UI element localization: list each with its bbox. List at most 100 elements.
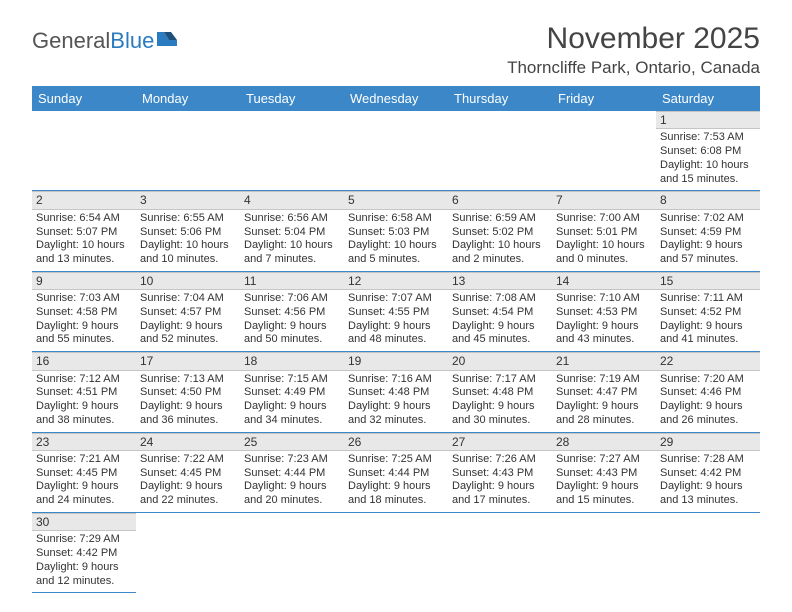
sunset-line: Sunset: 4:48 PM	[348, 386, 444, 400]
day-details: Sunrise: 7:28 AMSunset: 4:42 PMDaylight:…	[656, 451, 760, 512]
sunset-line: Sunset: 4:58 PM	[36, 306, 132, 320]
sunset-line: Sunset: 4:42 PM	[660, 467, 756, 481]
sunset-line: Sunset: 4:51 PM	[36, 386, 132, 400]
sunrise-line: Sunrise: 7:26 AM	[452, 453, 548, 467]
calendar-day: 10Sunrise: 7:04 AMSunset: 4:57 PMDayligh…	[136, 271, 240, 351]
day-details: Sunrise: 7:02 AMSunset: 4:59 PMDaylight:…	[656, 210, 760, 271]
calendar-table: SundayMondayTuesdayWednesdayThursdayFrid…	[32, 86, 760, 593]
day-details: Sunrise: 7:04 AMSunset: 4:57 PMDaylight:…	[136, 290, 240, 351]
calendar-day: 14Sunrise: 7:10 AMSunset: 4:53 PMDayligh…	[552, 271, 656, 351]
day-number: 8	[656, 191, 760, 209]
sunset-line: Sunset: 4:42 PM	[36, 547, 132, 561]
weekday-header: Thursday	[448, 86, 552, 111]
calendar-day: 18Sunrise: 7:15 AMSunset: 4:49 PMDayligh…	[240, 352, 344, 432]
daylight-line: Daylight: 9 hours and 32 minutes.	[348, 400, 444, 428]
calendar-empty	[344, 512, 448, 592]
calendar-day: 25Sunrise: 7:23 AMSunset: 4:44 PMDayligh…	[240, 432, 344, 512]
weekday-header: Tuesday	[240, 86, 344, 111]
day-number: 1	[656, 111, 760, 129]
sunset-line: Sunset: 6:08 PM	[660, 145, 756, 159]
day-details: Sunrise: 7:11 AMSunset: 4:52 PMDaylight:…	[656, 290, 760, 351]
day-number: 21	[552, 352, 656, 370]
day-number: 4	[240, 191, 344, 209]
daylight-line: Daylight: 9 hours and 22 minutes.	[140, 480, 236, 508]
sunrise-line: Sunrise: 7:08 AM	[452, 292, 548, 306]
sunset-line: Sunset: 5:07 PM	[36, 226, 132, 240]
day-details: Sunrise: 7:20 AMSunset: 4:46 PMDaylight:…	[656, 371, 760, 432]
sunset-line: Sunset: 4:50 PM	[140, 386, 236, 400]
calendar-row: 16Sunrise: 7:12 AMSunset: 4:51 PMDayligh…	[32, 352, 760, 432]
day-details: Sunrise: 7:03 AMSunset: 4:58 PMDaylight:…	[32, 290, 136, 351]
title-block: November 2025 Thorncliffe Park, Ontario,…	[507, 22, 760, 78]
calendar-day: 9Sunrise: 7:03 AMSunset: 4:58 PMDaylight…	[32, 271, 136, 351]
sunrise-line: Sunrise: 7:10 AM	[556, 292, 652, 306]
calendar-day: 12Sunrise: 7:07 AMSunset: 4:55 PMDayligh…	[344, 271, 448, 351]
daylight-line: Daylight: 9 hours and 55 minutes.	[36, 320, 132, 348]
day-details: Sunrise: 7:10 AMSunset: 4:53 PMDaylight:…	[552, 290, 656, 351]
day-number: 30	[32, 513, 136, 531]
logo: GeneralBlue	[32, 22, 179, 54]
day-details: Sunrise: 7:23 AMSunset: 4:44 PMDaylight:…	[240, 451, 344, 512]
logo-text-general: General	[32, 28, 110, 54]
logo-text-blue: Blue	[110, 28, 154, 54]
month-title: November 2025	[507, 22, 760, 56]
day-details: Sunrise: 7:16 AMSunset: 4:48 PMDaylight:…	[344, 371, 448, 432]
calendar-day: 23Sunrise: 7:21 AMSunset: 4:45 PMDayligh…	[32, 432, 136, 512]
calendar-day: 3Sunrise: 6:55 AMSunset: 5:06 PMDaylight…	[136, 191, 240, 271]
sunrise-line: Sunrise: 7:22 AM	[140, 453, 236, 467]
daylight-line: Daylight: 9 hours and 13 minutes.	[660, 480, 756, 508]
sunset-line: Sunset: 4:52 PM	[660, 306, 756, 320]
sunrise-line: Sunrise: 6:54 AM	[36, 212, 132, 226]
sunrise-line: Sunrise: 6:59 AM	[452, 212, 548, 226]
sunset-line: Sunset: 4:44 PM	[244, 467, 340, 481]
sunrise-line: Sunrise: 7:04 AM	[140, 292, 236, 306]
day-details: Sunrise: 6:56 AMSunset: 5:04 PMDaylight:…	[240, 210, 344, 271]
weekday-header: Friday	[552, 86, 656, 111]
calendar-empty	[240, 111, 344, 191]
day-details: Sunrise: 7:15 AMSunset: 4:49 PMDaylight:…	[240, 371, 344, 432]
sunset-line: Sunset: 4:43 PM	[556, 467, 652, 481]
sunset-line: Sunset: 4:47 PM	[556, 386, 652, 400]
sunrise-line: Sunrise: 7:19 AM	[556, 373, 652, 387]
calendar-row: 9Sunrise: 7:03 AMSunset: 4:58 PMDaylight…	[32, 271, 760, 351]
day-details: Sunrise: 6:58 AMSunset: 5:03 PMDaylight:…	[344, 210, 448, 271]
calendar-day: 27Sunrise: 7:26 AMSunset: 4:43 PMDayligh…	[448, 432, 552, 512]
sunrise-line: Sunrise: 7:25 AM	[348, 453, 444, 467]
calendar-day: 20Sunrise: 7:17 AMSunset: 4:48 PMDayligh…	[448, 352, 552, 432]
day-number: 7	[552, 191, 656, 209]
sunset-line: Sunset: 5:04 PM	[244, 226, 340, 240]
sunset-line: Sunset: 4:54 PM	[452, 306, 548, 320]
day-details: Sunrise: 7:53 AMSunset: 6:08 PMDaylight:…	[656, 129, 760, 190]
sunset-line: Sunset: 5:01 PM	[556, 226, 652, 240]
calendar-day: 6Sunrise: 6:59 AMSunset: 5:02 PMDaylight…	[448, 191, 552, 271]
sunrise-line: Sunrise: 7:29 AM	[36, 533, 132, 547]
calendar-day: 28Sunrise: 7:27 AMSunset: 4:43 PMDayligh…	[552, 432, 656, 512]
day-number: 20	[448, 352, 552, 370]
calendar-day: 16Sunrise: 7:12 AMSunset: 4:51 PMDayligh…	[32, 352, 136, 432]
page: GeneralBlue November 2025 Thorncliffe Pa…	[0, 0, 792, 593]
sunset-line: Sunset: 4:56 PM	[244, 306, 340, 320]
day-number: 17	[136, 352, 240, 370]
day-number: 13	[448, 272, 552, 290]
day-number: 14	[552, 272, 656, 290]
sunset-line: Sunset: 4:57 PM	[140, 306, 236, 320]
calendar-empty	[552, 111, 656, 191]
daylight-line: Daylight: 9 hours and 34 minutes.	[244, 400, 340, 428]
sunrise-line: Sunrise: 7:21 AM	[36, 453, 132, 467]
weekday-header: Wednesday	[344, 86, 448, 111]
day-number: 24	[136, 433, 240, 451]
daylight-line: Daylight: 10 hours and 10 minutes.	[140, 239, 236, 267]
day-number: 15	[656, 272, 760, 290]
day-number: 25	[240, 433, 344, 451]
day-details: Sunrise: 7:08 AMSunset: 4:54 PMDaylight:…	[448, 290, 552, 351]
day-number: 23	[32, 433, 136, 451]
calendar-empty	[552, 512, 656, 592]
day-details: Sunrise: 7:21 AMSunset: 4:45 PMDaylight:…	[32, 451, 136, 512]
day-number: 10	[136, 272, 240, 290]
calendar-row: 30Sunrise: 7:29 AMSunset: 4:42 PMDayligh…	[32, 512, 760, 592]
weekday-header: Monday	[136, 86, 240, 111]
sunrise-line: Sunrise: 7:28 AM	[660, 453, 756, 467]
calendar-day: 1Sunrise: 7:53 AMSunset: 6:08 PMDaylight…	[656, 111, 760, 191]
daylight-line: Daylight: 9 hours and 17 minutes.	[452, 480, 548, 508]
day-number: 22	[656, 352, 760, 370]
